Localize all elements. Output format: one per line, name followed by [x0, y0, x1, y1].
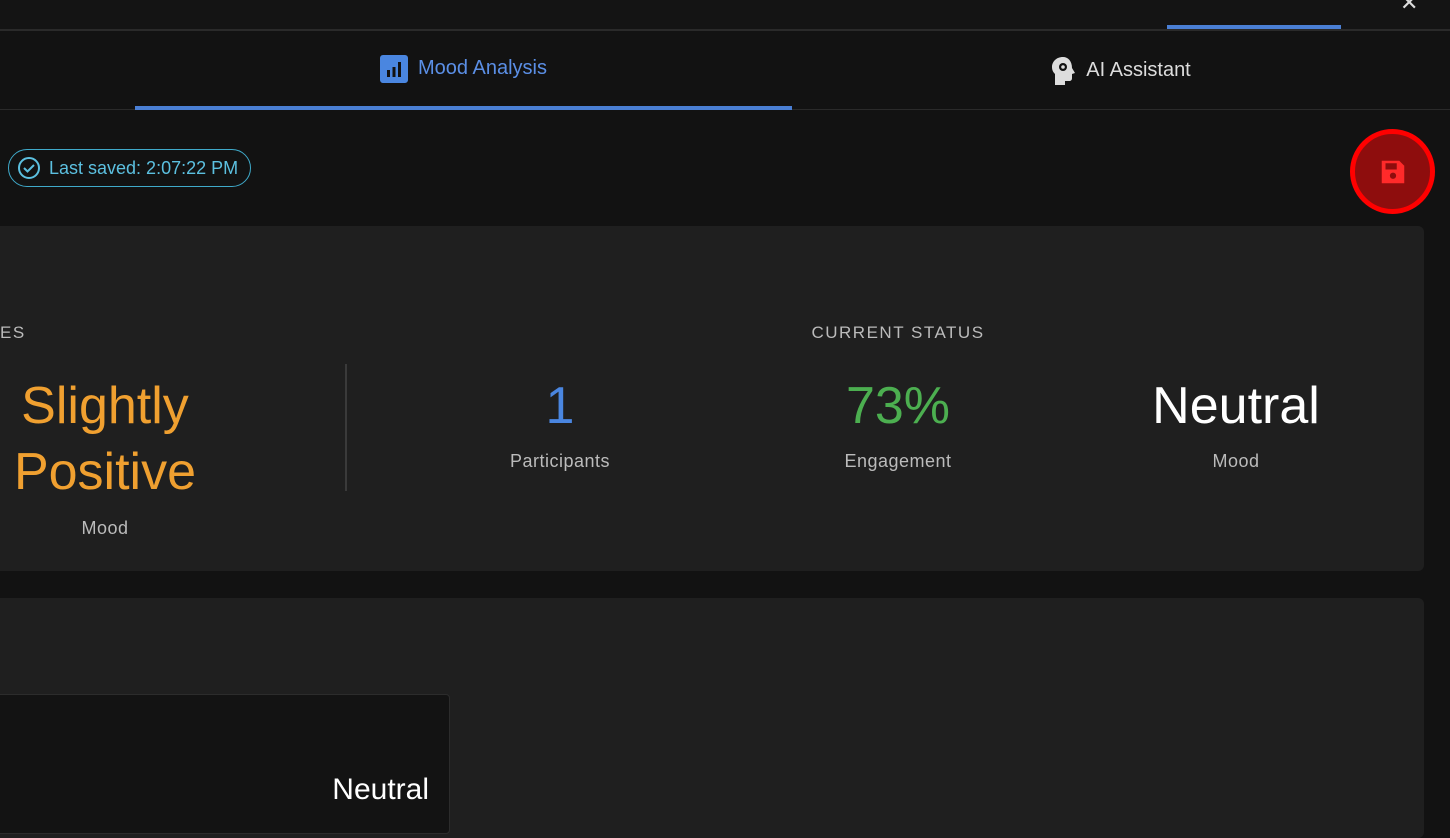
mood-panel: Neutral	[0, 694, 450, 834]
top-tab-indicator	[1167, 25, 1341, 29]
participants-label: Participants	[509, 451, 611, 471]
mood-panel-value: Neutral	[332, 773, 429, 806]
close-icon[interactable]: ✕	[1400, 0, 1419, 15]
save-button[interactable]	[1350, 129, 1435, 214]
head-gear-icon	[1052, 56, 1076, 85]
tab-label: Mood Analysis	[418, 57, 547, 79]
engagement-label: Engagement	[844, 451, 952, 471]
last-saved-text: Last saved: 2:07:22 PM	[49, 157, 239, 178]
current-status-label: CURRENT STATUS	[811, 323, 985, 342]
mood-value: Neutral	[1152, 377, 1320, 435]
tab-label: AI Assistant	[1086, 59, 1191, 81]
last-saved-badge: Last saved: 2:07:22 PM	[8, 149, 252, 187]
top-bar: ✕	[0, 0, 1450, 31]
bar-chart-icon	[380, 54, 409, 83]
mood-label: Mood	[1212, 451, 1260, 471]
overall-mood-label: Mood	[81, 518, 129, 538]
participants-value: 1	[545, 377, 575, 435]
summary-card	[0, 226, 1424, 571]
engagement-value: 73%	[845, 377, 951, 435]
tab-bar: Mood Analysis AI Assistant	[0, 31, 1450, 110]
floppy-disk-icon	[1381, 160, 1404, 183]
overall-mood-value: Slightly Positive	[13, 377, 197, 501]
tab-ai-assistant[interactable]: AI Assistant	[792, 31, 1449, 110]
divider	[345, 364, 347, 491]
tab-mood-analysis[interactable]: Mood Analysis	[135, 31, 792, 110]
section-label: ES	[0, 323, 26, 342]
check-circle-icon	[18, 157, 40, 179]
